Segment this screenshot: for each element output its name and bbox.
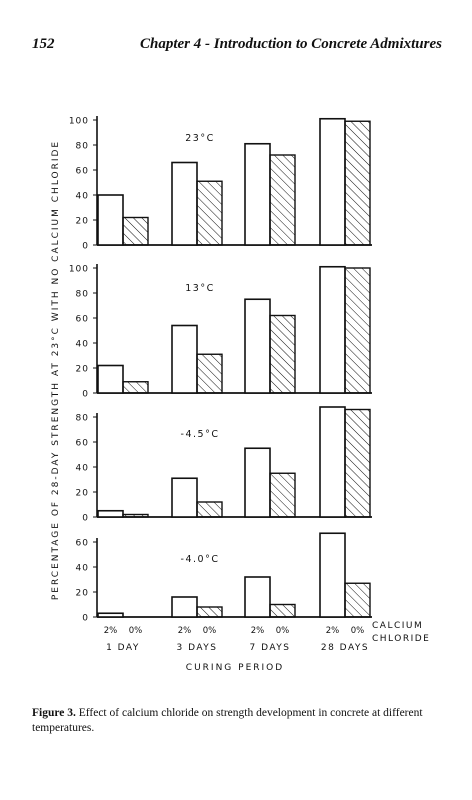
bar-0pct-1-1: [196, 353, 223, 394]
y-tick-label-3-1: 20: [76, 589, 89, 599]
y-tick-label-0-1: 20: [76, 217, 89, 227]
bar-0pct-1-3: [344, 267, 371, 394]
y-tick-label-3-0: 0: [82, 614, 89, 624]
y-tick-label-3-3: 60: [76, 539, 89, 549]
y-axis-title: PERCENTAGE OF 28-DAY STRENGTH AT 23°C WI…: [51, 140, 61, 600]
legend-title-line-1: CALCIUM: [372, 621, 423, 631]
y-tick-label-3-2: 40: [76, 564, 89, 574]
y-tick-label-1-1: 20: [76, 365, 89, 375]
category-label-0: 1 DAY: [106, 643, 140, 653]
bar-label-2pct-2: 2%: [251, 626, 265, 636]
temperature-label-2: -4.5°C: [181, 429, 220, 440]
category-label-1: 3 DAYS: [176, 643, 217, 653]
y-tick-label-2-0: 0: [82, 514, 89, 524]
y-tick-label-0-5: 100: [69, 117, 89, 127]
bar-2pct-0-0: [97, 194, 124, 246]
bar-0pct-2-0: [122, 513, 149, 518]
bar-label-2pct-0: 2%: [104, 626, 118, 636]
bar-2pct-0-2: [244, 142, 271, 246]
bar-2pct-0-3: [319, 117, 346, 246]
bar-2pct-2-1: [171, 477, 198, 518]
temperature-label-3: -4.0°C: [181, 554, 220, 565]
chapter-title: Chapter 4 - Introduction to Concrete Adm…: [140, 36, 442, 52]
figure-caption: Figure 3. Effect of calcium chloride on …: [32, 706, 444, 736]
temperature-label-0: 23°C: [185, 133, 214, 144]
bar-0pct-0-1: [196, 180, 223, 246]
y-tick-label-1-3: 60: [76, 315, 89, 325]
bar-2pct-3-1: [171, 596, 198, 618]
bar-label-2pct-3: 2%: [326, 626, 340, 636]
bar-0pct-0-3: [344, 120, 371, 246]
y-tick-label-0-0: 0: [82, 242, 89, 252]
y-tick-label-2-1: 20: [76, 489, 89, 499]
page-number: 152: [32, 36, 55, 52]
bar-0pct-2-1: [196, 501, 223, 518]
y-tick-label-0-3: 60: [76, 167, 89, 177]
bar-label-0pct-3: 0%: [351, 626, 365, 636]
y-tick-label-2-4: 80: [76, 414, 89, 424]
bar-2pct-2-2: [244, 447, 271, 518]
bar-2pct-1-3: [319, 265, 346, 394]
bar-0pct-0-2: [269, 154, 296, 246]
bar-0pct-1-2: [269, 314, 296, 394]
bar-2pct-1-1: [171, 324, 198, 394]
bar-0pct-3-3: [344, 582, 371, 618]
bar-label-0pct-1: 0%: [203, 626, 217, 636]
category-label-2: 7 DAYS: [249, 643, 290, 653]
bar-2pct-3-3: [319, 532, 346, 618]
bar-2pct-1-0: [97, 364, 124, 394]
bar-2pct-3-2: [244, 576, 271, 618]
y-tick-label-0-4: 80: [76, 142, 89, 152]
bar-2pct-3-0: [97, 612, 124, 618]
bar-0pct-2-3: [344, 408, 371, 518]
y-tick-label-1-2: 40: [76, 340, 89, 350]
figure-3-chart: 0 20 40 60 80 100 23°C 0 20 40 60 80 100 13°C 0 20 40 60 8…: [51, 116, 430, 673]
bar-2pct-0-1: [171, 161, 198, 246]
legend-title-line-2: CHLORIDE: [372, 634, 430, 644]
bar-0pct-2-2: [269, 472, 296, 518]
y-tick-label-1-4: 80: [76, 290, 89, 300]
caption-label: Figure 3.: [32, 707, 76, 719]
bar-2pct-2-3: [319, 406, 346, 518]
y-tick-label-0-2: 40: [76, 192, 89, 202]
bar-0pct-0-0: [122, 216, 149, 246]
y-tick-label-2-2: 40: [76, 464, 89, 474]
bar-label-0pct-2: 0%: [276, 626, 290, 636]
bar-0pct-3-1: [196, 606, 223, 618]
temperature-label-1: 13°C: [185, 283, 214, 294]
y-tick-label-1-0: 0: [82, 390, 89, 400]
category-label-3: 28 DAYS: [321, 643, 369, 653]
bar-0pct-1-0: [122, 381, 149, 394]
y-tick-label-1-5: 100: [69, 265, 89, 275]
bar-2pct-2-0: [97, 509, 124, 518]
caption-text: Effect of calcium chloride on strength d…: [32, 707, 423, 734]
bar-label-0pct-0: 0%: [129, 626, 143, 636]
x-axis-title: CURING PERIOD: [186, 663, 284, 673]
y-tick-label-2-3: 60: [76, 439, 89, 449]
bar-2pct-1-2: [244, 298, 271, 394]
bar-0pct-3-2: [269, 603, 296, 618]
bar-label-2pct-1: 2%: [178, 626, 192, 636]
